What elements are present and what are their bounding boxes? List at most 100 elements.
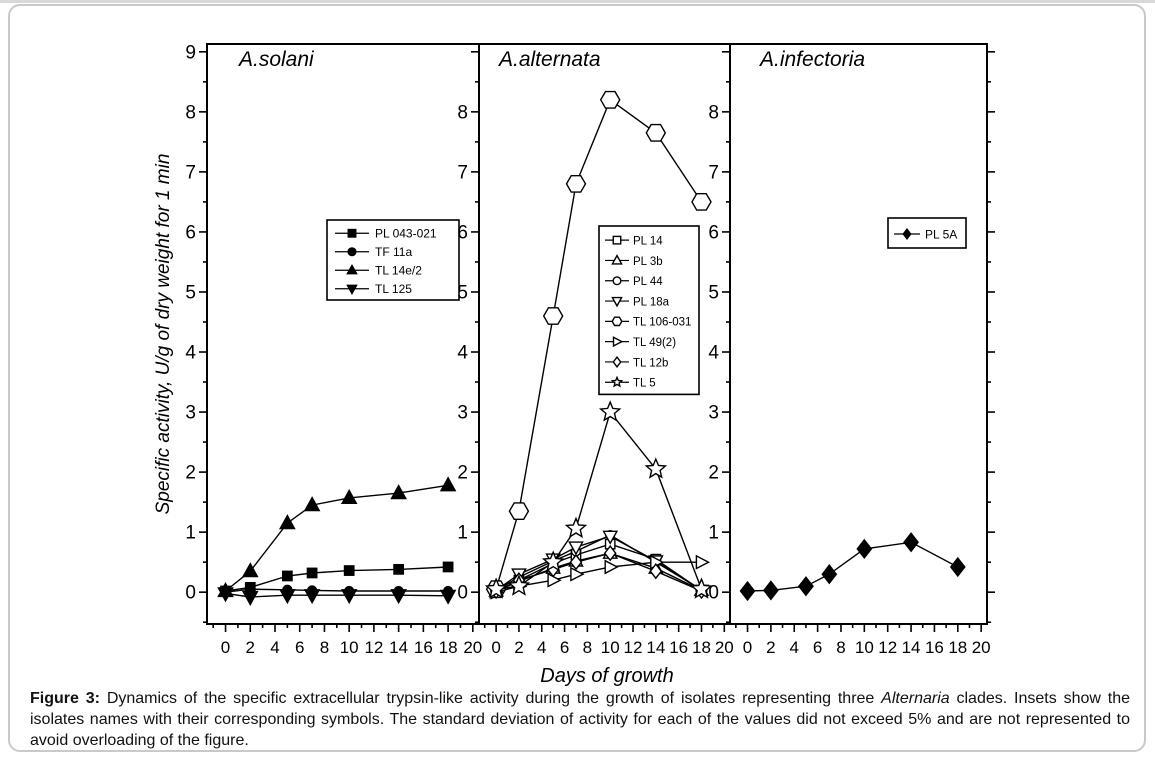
x-tick-label: 8	[320, 638, 329, 657]
y-tick-label: 4	[457, 343, 468, 364]
legend-marker-circle	[347, 247, 357, 257]
y-tick-label: 8	[708, 102, 719, 123]
figure-caption-text-2: clades. Insets show the isolates names w…	[30, 690, 1131, 749]
marker-hexagon	[645, 123, 667, 142]
marker-triangle-up	[303, 496, 321, 512]
x-tick-label: 0	[491, 638, 500, 657]
y-tick-label: 2	[457, 463, 468, 484]
marker-diamond	[603, 545, 617, 562]
marker-triangle-down	[568, 541, 584, 556]
x-tick-label: 18	[948, 638, 967, 657]
legend-label-tl-106-031: TL 106-031	[633, 317, 691, 329]
x-tick-label: 18	[692, 638, 711, 657]
series-tl-125	[217, 587, 457, 606]
legend-marker-square	[612, 235, 622, 245]
legend-a-infectoria: PL 5A	[887, 217, 967, 249]
legend-label-pl-043-021: PL 043-021	[375, 227, 437, 241]
x-tick-label: 12	[624, 638, 643, 657]
x-tick-label: 6	[813, 638, 822, 657]
legend-marker-circle	[612, 276, 622, 286]
y-tick-label: 3	[185, 403, 196, 424]
marker-square	[306, 567, 318, 579]
x-tick-label: 14	[902, 638, 921, 657]
marker-star	[598, 400, 622, 422]
marker-star	[507, 574, 531, 596]
x-tick-label: 14	[646, 638, 665, 657]
y-tick-label: 6	[457, 222, 468, 243]
marker-diamond	[798, 576, 814, 597]
marker-square	[393, 563, 405, 575]
panel-title-a-solani: A.solani	[237, 48, 315, 71]
y-tick-label: 0	[185, 583, 196, 604]
y-tick-label: 8	[457, 102, 468, 123]
legend-label-pl-5a: PL 5A	[925, 227, 957, 241]
legend-marker-diamond	[612, 356, 622, 368]
marker-diamond	[569, 554, 583, 571]
legend-marker-hexagon	[611, 316, 623, 327]
marker-hexagon	[565, 174, 587, 193]
marker-triangle-down	[217, 587, 234, 603]
x-tick-label: 16	[669, 638, 688, 657]
x-tick-label: 0	[221, 638, 230, 657]
page-top-edge	[0, 0, 1155, 3]
legend-label-pl-18a: PL 18a	[633, 296, 670, 308]
legend-a-solani: PL 043-021 TF 11a TL 14e/2 TL 125	[326, 219, 460, 301]
x-axis-a-alternata: 0 2 4 6 8 10 12 14 16 18 20	[483, 624, 734, 657]
series-line	[225, 566, 449, 592]
legend-marker-triangle-up	[346, 263, 358, 275]
legend-marker-triangle-down	[346, 284, 358, 296]
marker-triangle-up	[279, 514, 296, 530]
marker-triangle-right	[695, 554, 711, 570]
x-tick-label: 8	[836, 638, 845, 657]
x-tick-label: 20	[972, 638, 991, 657]
marker-triangle-up	[439, 476, 457, 492]
legend-label-pl-3b: PL 3b	[633, 256, 663, 268]
legend-label-tf-11a: TF 11a	[375, 245, 412, 259]
marker-star	[644, 457, 668, 479]
marker-triangle-down	[340, 589, 358, 605]
x-tick-label: 8	[583, 638, 592, 657]
y-tick-label: 7	[457, 162, 468, 183]
series-line	[225, 592, 449, 598]
x-tick-label: 16	[925, 638, 944, 657]
x-tick-label: 2	[766, 638, 775, 657]
x-tick-label: 20	[715, 638, 734, 657]
x-tick-label: 6	[560, 638, 569, 657]
y-axis-a-alternata: 0 1 2 3 4 5 6 7 8	[457, 51, 479, 623]
marker-square	[281, 570, 293, 582]
marker-square	[343, 565, 355, 576]
marker-diamond	[856, 538, 873, 560]
marker-triangle-down	[439, 589, 457, 605]
marker-triangle-up	[241, 562, 259, 578]
x-axis-a-infectoria: 0 2 4 6 8 10 12 14 16 18 20	[735, 624, 991, 657]
figure-caption-label: Figure 3:	[30, 690, 100, 707]
x-tick-label: 6	[295, 638, 304, 657]
marker-triangle-down	[279, 589, 296, 605]
marker-diamond	[903, 532, 919, 553]
legend-marker-triangle-down	[611, 296, 623, 308]
y-tick-label: 4	[708, 343, 719, 364]
y-tick-label: 4	[185, 343, 196, 364]
marker-triangle-down	[602, 530, 619, 545]
legend-box	[598, 225, 700, 396]
figure-caption-italic-term: Alternaria	[881, 690, 950, 707]
x-tick-label: 10	[601, 638, 620, 657]
y-tick-label: 6	[185, 222, 196, 243]
x-tick-label: 14	[389, 638, 408, 657]
y-tick-label: 7	[708, 162, 719, 183]
panel-title-a-infectoria: A.infectoria	[758, 48, 865, 71]
x-axis-a-solani: 0 2 4 6 8 10 12 14 16 18 20	[212, 624, 482, 657]
y-axis-a-solani: 0 1 2 3 4 5 6 7 8 9	[185, 42, 207, 623]
legend-label-tl-49-2: TL 49(2)	[633, 337, 676, 349]
x-tick-label: 0	[743, 638, 752, 657]
x-tick-label: 4	[790, 638, 799, 657]
y-tick-label: 2	[185, 463, 196, 484]
marker-star	[564, 516, 588, 539]
x-tick-label: 10	[855, 638, 874, 657]
y-tick-label: 1	[185, 523, 196, 544]
legend-a-alternata: PL 14 PL 3b PL 44 PL 18a TL 106-031 TL 49(2) T…	[598, 225, 700, 396]
marker-square	[442, 561, 454, 573]
